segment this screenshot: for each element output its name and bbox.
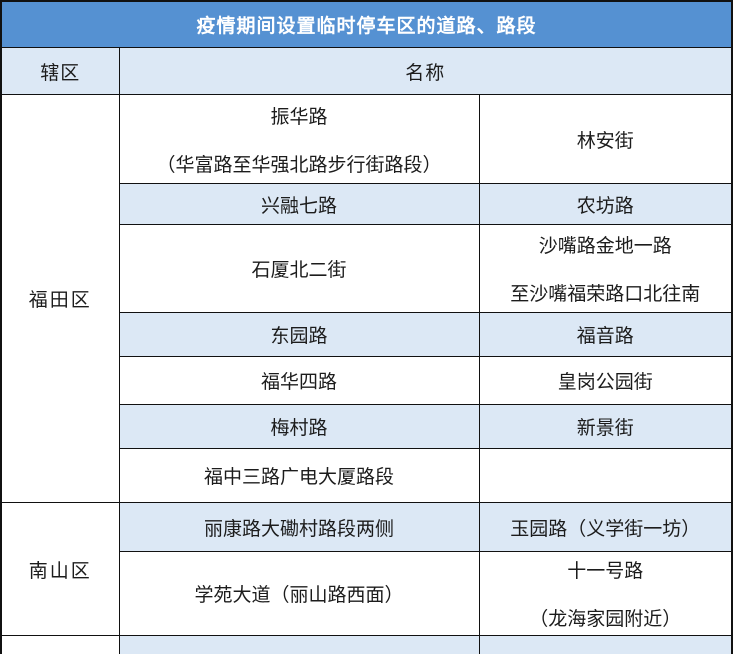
table-row: 福中三路广电大厦路段	[1, 448, 733, 503]
road-name-cell-right: 皇岗公园街	[478, 356, 733, 405]
road-name-line: 福音路	[576, 326, 634, 347]
road-name-line: 兴融七路	[260, 195, 337, 217]
table-row: 南山区 丽康路大磡村路段两侧 玉园路（义学街一坊）	[0, 502, 733, 636]
road-name-line: 新景街	[576, 418, 634, 439]
road-name-line: 福华四路	[260, 372, 337, 393]
road-name-line: 石厦北二街	[251, 260, 347, 281]
road-name-line: 振华路	[270, 106, 328, 128]
road-name-line: （华富路至华强北路步行街路段）	[156, 154, 442, 176]
road-name-cell-right: 十一号路 （龙海家园附近）	[478, 551, 733, 636]
road-name-cell-right	[478, 448, 733, 503]
road-name-line: 学苑大道（丽山路西面）	[194, 585, 404, 606]
road-name-cell-left: 石厦北二街	[118, 224, 480, 313]
road-name-line: 林安街	[576, 130, 634, 152]
road-name-cell-left: 东园路	[118, 312, 480, 357]
title-row: 疫情期间设置临时停车区的道路、路段	[0, 0, 733, 48]
road-name-line: 福中三路广电大厦路段	[203, 467, 394, 488]
road-name-line: 农坊路	[576, 195, 634, 217]
partial-row-cell-left	[0, 635, 120, 654]
road-name-line: 皇岗公园街	[557, 372, 653, 393]
table-row: 兴融七路 农坊路	[1, 183, 733, 225]
road-name-line: 梅村路	[270, 418, 328, 439]
table-title: 疫情期间设置临时停车区的道路、路段	[0, 0, 733, 48]
road-name-line: 至沙嘴福荣路口北往南	[510, 284, 701, 305]
road-name-line: 玉园路（义学街一坊）	[510, 518, 701, 540]
road-name-cell-right: 农坊路	[478, 183, 733, 225]
road-name-cell-left: 振华路 （华富路至华强北路步行街路段）	[118, 94, 480, 184]
table-row: 学苑大道（丽山路西面） 十一号路 （龙海家园附近）	[1, 551, 733, 636]
partial-row-cell-right	[478, 635, 733, 654]
road-name-cell-left: 丽康路大磡村路段两侧	[118, 502, 480, 552]
table-row: 东园路 福音路	[1, 312, 733, 357]
road-name-cell-left: 福中三路广电大厦路段	[118, 448, 480, 503]
road-name-cell-left: 梅村路	[118, 404, 480, 449]
road-name-line: 东园路	[270, 326, 328, 347]
road-name-cell-left: 学苑大道（丽山路西面）	[118, 551, 480, 636]
column-header-name: 名称	[118, 47, 733, 95]
road-name-cell-left: 福华四路	[118, 356, 480, 405]
road-name-cell-right: 新景街	[478, 404, 733, 449]
road-name-line: 十一号路	[567, 561, 644, 582]
table-row-partial	[0, 635, 733, 654]
road-name-line: 沙嘴路金地一路	[538, 236, 672, 257]
partial-row-cell-middle	[118, 635, 480, 654]
district-cell: 福田区	[0, 94, 120, 503]
column-header-district: 辖区	[0, 47, 120, 95]
column-header-row: 辖区 名称	[0, 47, 733, 95]
road-name-cell-right: 林安街	[478, 94, 733, 184]
road-name-cell-right: 沙嘴路金地一路至沙嘴福荣路口北往南	[478, 224, 733, 313]
road-name-cell-left: 兴融七路	[118, 183, 480, 225]
road-name-cell-right: 福音路	[478, 312, 733, 357]
table-row: 石厦北二街 沙嘴路金地一路至沙嘴福荣路口北往南	[1, 224, 733, 313]
road-name-cell-right: 玉园路（义学街一坊）	[478, 502, 733, 552]
table-row: 福田区 振华路 （华富路至华强北路步行街路段） 林安街	[0, 94, 733, 503]
road-name-line: （龙海家园附近）	[529, 609, 682, 630]
road-name-line: 丽康路大磡村路段两侧	[203, 518, 394, 540]
district-cell: 南山区	[0, 502, 120, 636]
